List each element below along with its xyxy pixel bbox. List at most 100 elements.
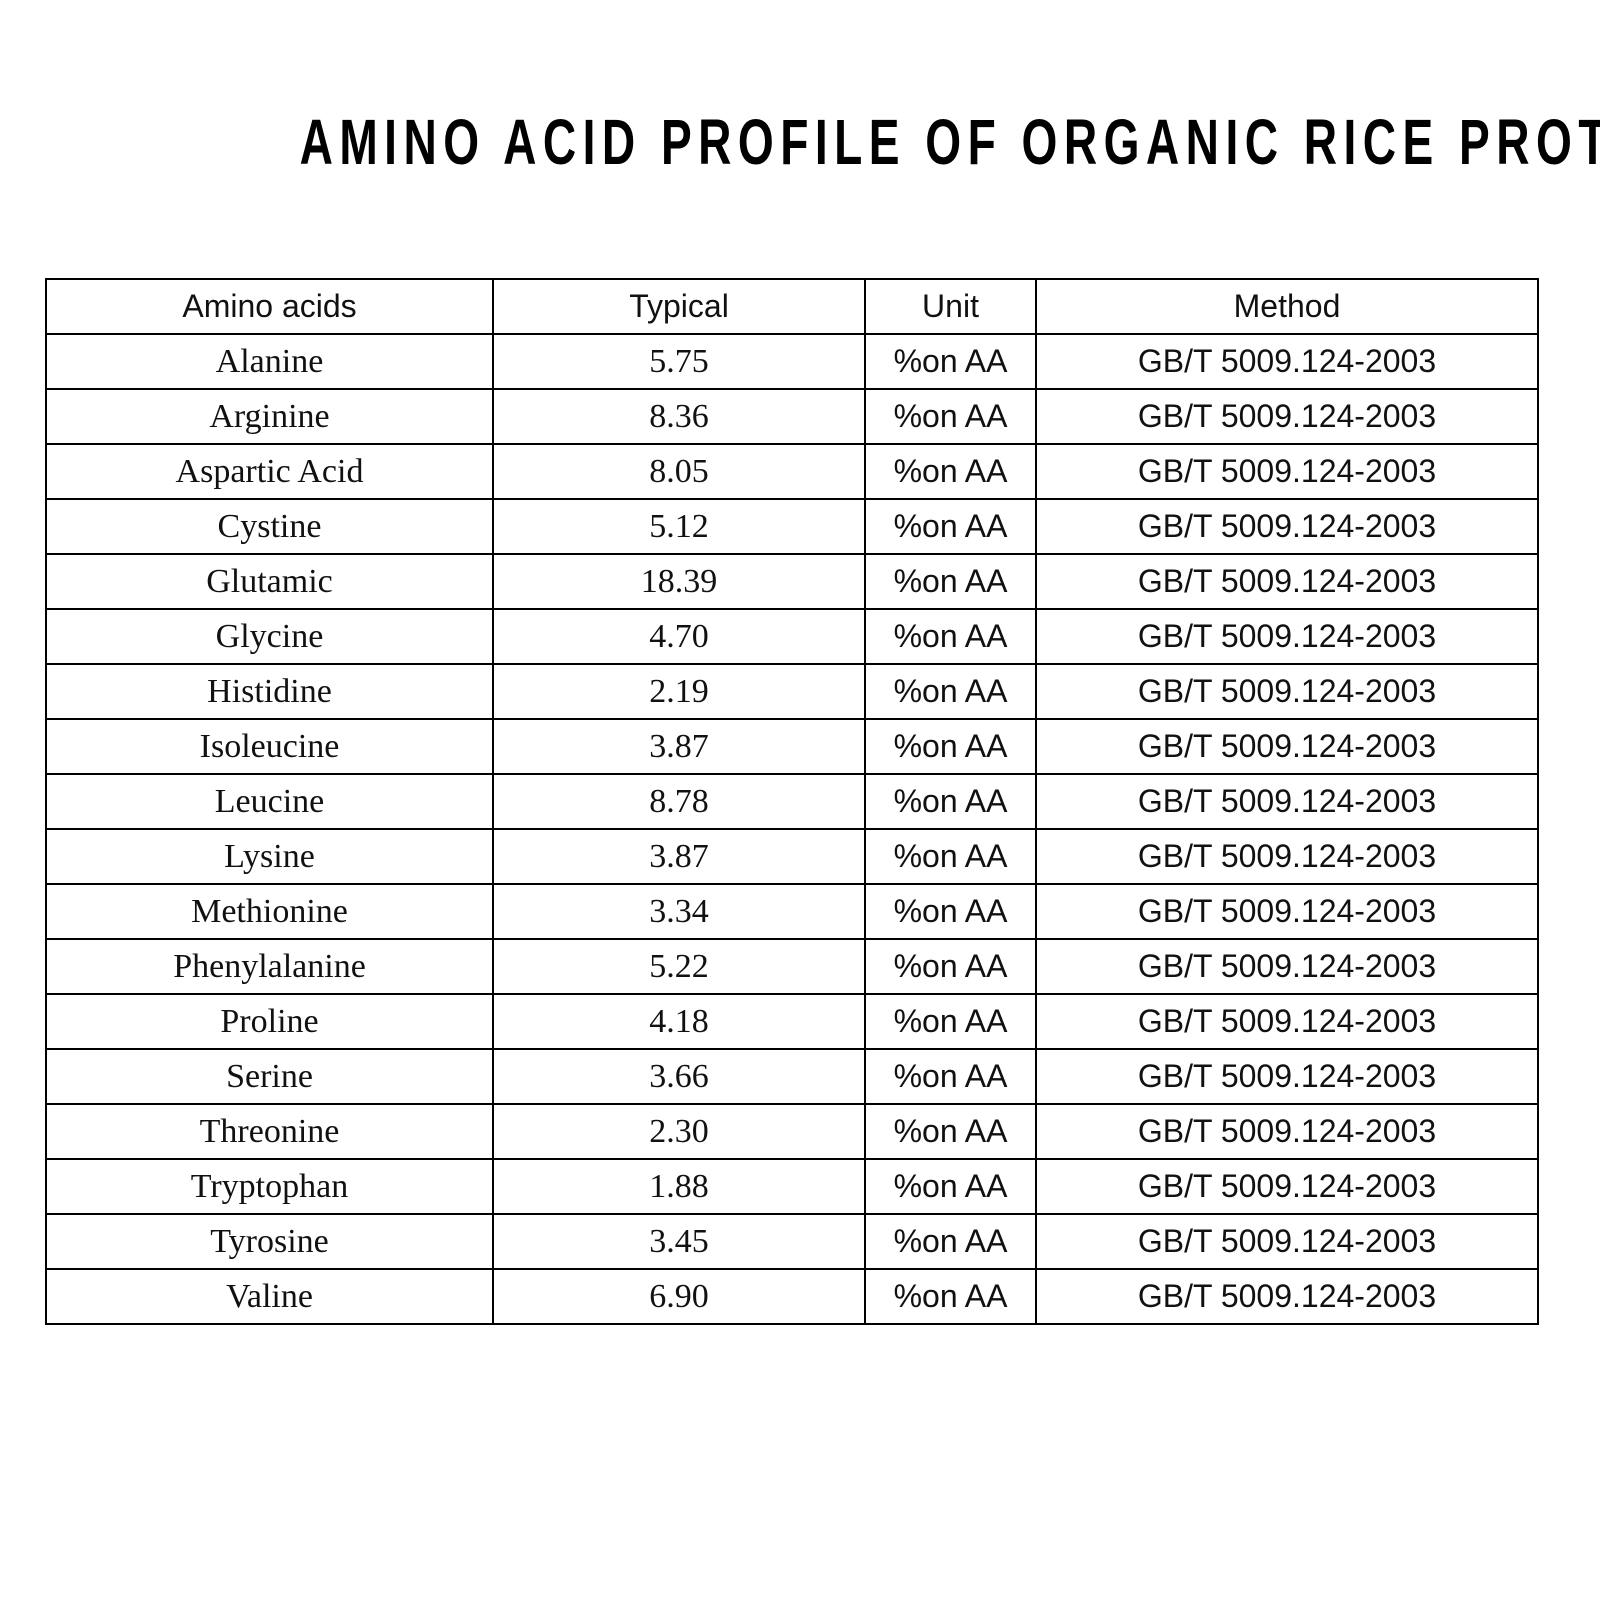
table-cell: GB/T 5009.124-2003 bbox=[1035, 1103, 1539, 1160]
table-cell: GB/T 5009.124-2003 bbox=[1035, 883, 1539, 940]
table-row: Glutamic 18.39 %on AA GB/T 5009.124-2003 bbox=[45, 553, 1539, 610]
header-row: Amino acids Typical Unit Method bbox=[45, 278, 1539, 335]
column-header: Method bbox=[1035, 278, 1539, 335]
table-cell: %on AA bbox=[864, 498, 1037, 555]
table-cell: GB/T 5009.124-2003 bbox=[1035, 1213, 1539, 1270]
table-cell: %on AA bbox=[864, 828, 1037, 885]
table-cell: %on AA bbox=[864, 608, 1037, 665]
table-cell: 8.05 bbox=[492, 443, 866, 500]
table-cell: 1.88 bbox=[492, 1158, 866, 1215]
table-cell: GB/T 5009.124-2003 bbox=[1035, 333, 1539, 390]
table-row: Lysine 3.87 %on AA GB/T 5009.124-2003 bbox=[45, 828, 1539, 885]
table-row: Cystine 5.12 %on AA GB/T 5009.124-2003 bbox=[45, 498, 1539, 555]
table-cell: Lysine bbox=[45, 828, 494, 885]
table-cell: Arginine bbox=[45, 388, 494, 445]
table-cell: 2.19 bbox=[492, 663, 866, 720]
table-cell: GB/T 5009.124-2003 bbox=[1035, 1158, 1539, 1215]
table-cell: GB/T 5009.124-2003 bbox=[1035, 718, 1539, 775]
table-row: Isoleucine 3.87 %on AA GB/T 5009.124-2003 bbox=[45, 718, 1539, 775]
table-row: Threonine 2.30 %on AA GB/T 5009.124-2003 bbox=[45, 1103, 1539, 1160]
table-cell: %on AA bbox=[864, 663, 1037, 720]
table-body: Alanine 5.75 %on AA GB/T 5009.124-2003 Argin… bbox=[45, 333, 1539, 1325]
table-cell: %on AA bbox=[864, 1213, 1037, 1270]
table-cell: GB/T 5009.124-2003 bbox=[1035, 443, 1539, 500]
table-cell: 5.12 bbox=[492, 498, 866, 555]
table-cell: %on AA bbox=[864, 333, 1037, 390]
table-row: Tryptophan 1.88 %on AA GB/T 5009.124-2003 bbox=[45, 1158, 1539, 1215]
table-cell: GB/T 5009.124-2003 bbox=[1035, 993, 1539, 1050]
table-cell: Serine bbox=[45, 1048, 494, 1105]
table-cell: 8.36 bbox=[492, 388, 866, 445]
table-cell: Threonine bbox=[45, 1103, 494, 1160]
table-cell: GB/T 5009.124-2003 bbox=[1035, 388, 1539, 445]
table-cell: 3.34 bbox=[492, 883, 866, 940]
table-cell: GB/T 5009.124-2003 bbox=[1035, 828, 1539, 885]
title: AMINO ACID PROFILE OF ORGANIC RICE PROTE… bbox=[299, 106, 1600, 178]
table-row: Leucine 8.78 %on AA GB/T 5009.124-2003 bbox=[45, 773, 1539, 830]
table-cell: %on AA bbox=[864, 388, 1037, 445]
table-row: Histidine 2.19 %on AA GB/T 5009.124-2003 bbox=[45, 663, 1539, 720]
table-cell: %on AA bbox=[864, 1158, 1037, 1215]
table-cell: GB/T 5009.124-2003 bbox=[1035, 938, 1539, 995]
table-row: Aspartic Acid 8.05 %on AA GB/T 5009.124-200… bbox=[45, 443, 1539, 500]
amino-table: Amino acids Typical Unit Method Alanine 5.75… bbox=[45, 278, 1539, 1325]
table-cell: GB/T 5009.124-2003 bbox=[1035, 608, 1539, 665]
table-cell: %on AA bbox=[864, 883, 1037, 940]
table-row: Arginine 8.36 %on AA GB/T 5009.124-2003 bbox=[45, 388, 1539, 445]
table-row: Methionine 3.34 %on AA GB/T 5009.124-2003 bbox=[45, 883, 1539, 940]
table-cell: Aspartic Acid bbox=[45, 443, 494, 500]
table-cell: GB/T 5009.124-2003 bbox=[1035, 1268, 1539, 1325]
table-cell: 3.66 bbox=[492, 1048, 866, 1105]
table-row: Phenylalanine 5.22 %on AA GB/T 5009.124-200… bbox=[45, 938, 1539, 995]
table-cell: Histidine bbox=[45, 663, 494, 720]
table-cell: Glutamic bbox=[45, 553, 494, 610]
table-cell: GB/T 5009.124-2003 bbox=[1035, 553, 1539, 610]
table-row: Alanine 5.75 %on AA GB/T 5009.124-2003 bbox=[45, 333, 1539, 390]
table-cell: Cystine bbox=[45, 498, 494, 555]
table-row: Glycine 4.70 %on AA GB/T 5009.124-2003 bbox=[45, 608, 1539, 665]
table-cell: %on AA bbox=[864, 1048, 1037, 1105]
table-cell: Phenylalanine bbox=[45, 938, 494, 995]
table-cell: Valine bbox=[45, 1268, 494, 1325]
table-cell: Methionine bbox=[45, 883, 494, 940]
table-cell: %on AA bbox=[864, 718, 1037, 775]
table-cell: GB/T 5009.124-2003 bbox=[1035, 773, 1539, 830]
table-cell: %on AA bbox=[864, 1268, 1037, 1325]
table-cell: Tyrosine bbox=[45, 1213, 494, 1270]
table-cell: %on AA bbox=[864, 1103, 1037, 1160]
column-header: Unit bbox=[864, 278, 1037, 335]
table-cell: Proline bbox=[45, 993, 494, 1050]
table-cell: GB/T 5009.124-2003 bbox=[1035, 498, 1539, 555]
table-cell: 3.45 bbox=[492, 1213, 866, 1270]
table-cell: Glycine bbox=[45, 608, 494, 665]
table-cell: 3.87 bbox=[492, 718, 866, 775]
table-cell: 8.78 bbox=[492, 773, 866, 830]
table-cell: 6.90 bbox=[492, 1268, 866, 1325]
table-cell: 18.39 bbox=[492, 553, 866, 610]
table-cell: %on AA bbox=[864, 553, 1037, 610]
table-row: Serine 3.66 %on AA GB/T 5009.124-2003 bbox=[45, 1048, 1539, 1105]
table-cell: 5.22 bbox=[492, 938, 866, 995]
table-cell: GB/T 5009.124-2003 bbox=[1035, 1048, 1539, 1105]
table-row: Valine 6.90 %on AA GB/T 5009.124-2003 bbox=[45, 1268, 1539, 1325]
table-cell: 4.18 bbox=[492, 993, 866, 1050]
table-cell: 2.30 bbox=[492, 1103, 866, 1160]
title-wrap: AMINO ACID PROFILE OF ORGANIC RICE PROTE… bbox=[0, 105, 1600, 179]
table-cell: GB/T 5009.124-2003 bbox=[1035, 663, 1539, 720]
table-cell: 4.70 bbox=[492, 608, 866, 665]
table-cell: %on AA bbox=[864, 938, 1037, 995]
table-cell: %on AA bbox=[864, 443, 1037, 500]
table-row: Tyrosine 3.45 %on AA GB/T 5009.124-2003 bbox=[45, 1213, 1539, 1270]
table-cell: 5.75 bbox=[492, 333, 866, 390]
column-header: Amino acids bbox=[45, 278, 494, 335]
table-cell: Alanine bbox=[45, 333, 494, 390]
table-cell: 3.87 bbox=[492, 828, 866, 885]
table-cell: Tryptophan bbox=[45, 1158, 494, 1215]
column-header: Typical bbox=[492, 278, 866, 335]
table-cell: %on AA bbox=[864, 993, 1037, 1050]
table-row: Proline 4.18 %on AA GB/T 5009.124-2003 bbox=[45, 993, 1539, 1050]
table-cell: Isoleucine bbox=[45, 718, 494, 775]
table-cell: Leucine bbox=[45, 773, 494, 830]
table-cell: %on AA bbox=[864, 773, 1037, 830]
